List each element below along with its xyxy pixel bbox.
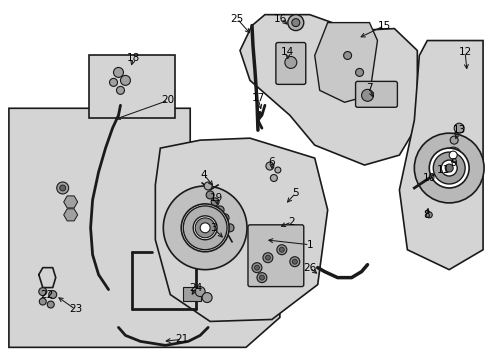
Circle shape (426, 212, 431, 218)
Text: 9: 9 (449, 158, 456, 168)
Circle shape (183, 206, 226, 250)
Text: 7: 7 (366, 84, 372, 93)
Circle shape (413, 133, 483, 203)
Circle shape (444, 147, 460, 163)
Text: 11: 11 (436, 165, 449, 175)
Text: 22: 22 (40, 289, 53, 300)
Polygon shape (399, 41, 482, 270)
Circle shape (193, 216, 217, 240)
Circle shape (195, 218, 215, 238)
Circle shape (355, 68, 363, 76)
Circle shape (49, 291, 57, 298)
Circle shape (120, 75, 130, 85)
Circle shape (361, 89, 373, 101)
Circle shape (251, 263, 262, 273)
Circle shape (428, 148, 468, 188)
Circle shape (270, 175, 277, 181)
Circle shape (163, 186, 246, 270)
Text: 17: 17 (251, 93, 264, 103)
Circle shape (216, 206, 224, 214)
Circle shape (291, 19, 299, 27)
Circle shape (116, 86, 124, 94)
Polygon shape (314, 23, 377, 102)
Text: 6: 6 (268, 157, 275, 167)
Circle shape (432, 152, 464, 184)
Text: 1: 1 (306, 240, 312, 250)
Circle shape (287, 15, 303, 31)
Circle shape (285, 57, 296, 68)
Circle shape (440, 160, 456, 176)
Text: 24: 24 (189, 283, 203, 293)
Text: 10: 10 (422, 173, 435, 183)
FancyBboxPatch shape (247, 225, 303, 287)
Text: 25: 25 (230, 14, 243, 24)
Circle shape (274, 167, 280, 173)
Text: 5: 5 (292, 188, 299, 198)
Circle shape (206, 191, 214, 199)
Circle shape (256, 273, 266, 283)
Circle shape (276, 245, 286, 255)
Circle shape (221, 214, 228, 222)
Circle shape (449, 136, 457, 144)
Text: 19: 19 (209, 193, 222, 203)
Polygon shape (240, 15, 416, 165)
Circle shape (39, 298, 46, 305)
Polygon shape (155, 138, 327, 321)
Circle shape (254, 265, 259, 270)
FancyBboxPatch shape (275, 42, 305, 84)
Text: 14: 14 (281, 48, 294, 58)
Circle shape (47, 301, 54, 308)
Circle shape (444, 164, 452, 172)
Text: 16: 16 (274, 14, 287, 24)
Text: 21: 21 (175, 334, 188, 345)
Polygon shape (88, 55, 175, 118)
Text: 8: 8 (422, 210, 429, 220)
Polygon shape (63, 209, 78, 221)
Circle shape (60, 185, 65, 191)
Text: 3: 3 (209, 223, 216, 233)
Circle shape (211, 198, 219, 206)
Circle shape (181, 204, 228, 252)
Text: 13: 13 (451, 125, 465, 135)
Text: 2: 2 (288, 217, 295, 227)
Circle shape (39, 288, 47, 296)
Circle shape (203, 182, 212, 190)
Text: 15: 15 (377, 21, 390, 31)
Circle shape (448, 151, 456, 159)
Circle shape (343, 51, 351, 59)
Circle shape (453, 123, 463, 133)
Circle shape (113, 67, 123, 77)
Circle shape (265, 255, 270, 260)
Circle shape (202, 293, 212, 302)
Circle shape (259, 275, 264, 280)
Circle shape (265, 162, 273, 170)
Circle shape (195, 287, 205, 297)
Text: 23: 23 (69, 305, 82, 315)
Text: 4: 4 (201, 170, 207, 180)
Circle shape (263, 253, 272, 263)
Text: 20: 20 (162, 95, 175, 105)
Text: 26: 26 (303, 263, 316, 273)
Circle shape (289, 257, 299, 267)
Text: 18: 18 (126, 54, 140, 63)
Circle shape (279, 247, 284, 252)
FancyBboxPatch shape (355, 81, 397, 107)
Circle shape (292, 259, 297, 264)
Polygon shape (9, 108, 279, 347)
Text: 12: 12 (458, 48, 471, 58)
FancyBboxPatch shape (183, 287, 201, 301)
Polygon shape (63, 196, 78, 208)
Circle shape (225, 224, 234, 232)
Circle shape (57, 182, 68, 194)
Circle shape (109, 78, 117, 86)
Circle shape (200, 223, 210, 233)
